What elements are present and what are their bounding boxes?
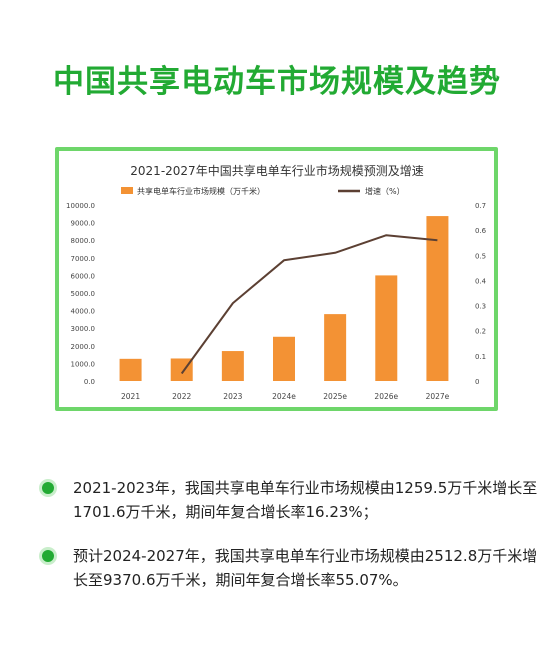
left-axis-tick-label: 9000.0 [71,220,96,228]
right-axis-tick-label: 0.3 [475,303,486,311]
left-axis-tick-label: 3000.0 [71,325,96,333]
legend-label-line: 增速（%） [365,186,405,196]
growth-line [180,234,438,375]
bar [221,351,244,381]
right-axis-tick-label: 0.6 [475,227,487,235]
bar [170,358,193,381]
left-axis-tick-label: 6000.0 [71,272,96,280]
right-axis-tick-label: 0.2 [475,328,486,336]
summary-text: 预计2024-2027年，我国共享电单车行业市场规模由2512.8万千米增长至9… [73,547,538,589]
left-axis-tick-label: 4000.0 [71,308,96,316]
bar [426,216,449,381]
left-axis-tick-label: 5000.0 [71,290,96,298]
left-axis-tick-label: 10000.0 [66,202,95,210]
right-axis-tick-label: 0 [475,378,479,386]
left-axis-tick-label: 1000.0 [71,360,96,368]
bar [119,358,142,381]
page-title: 中国共享电动车市场规模及趋势 [53,64,501,100]
category-tick-label: 2022 [172,392,191,401]
bullet-dot-icon [42,550,54,562]
bar [273,336,295,381]
category-tick-label: 2025e [323,392,347,401]
summary-text: 2021-2023年，我国共享电单车行业市场规模由1259.5万千米增长至170… [73,479,538,521]
summary-item: 2021-2023年，我国共享电单车行业市场规模由1259.5万千米增长至170… [38,476,538,524]
category-tick-label: 2026e [374,392,398,401]
legend-label-bar: 共享电单车行业市场规模（万千米） [137,186,265,196]
category-tick-label: 2021 [121,392,140,401]
left-axis-tick-label: 2000.0 [71,343,96,351]
left-axis-tick-label: 7000.0 [71,255,96,263]
right-axis-tick-label: 0.1 [475,353,486,361]
market-size-chart: 2021-2027年中国共享电单车行业市场规模预测及增速共享电单车行业市场规模（… [66,163,487,401]
chart-frame: 2021-2027年中国共享电单车行业市场规模预测及增速共享电单车行业市场规模（… [55,147,498,411]
summary-item: 预计2024-2027年，我国共享电单车行业市场规模由2512.8万千米增长至9… [38,544,538,592]
legend-swatch-bar [121,187,133,194]
chart-title: 2021-2027年中国共享电单车行业市场规模预测及增速 [130,163,423,178]
category-tick-label: 2024e [272,392,296,401]
category-tick-label: 2023 [223,392,242,401]
bar [375,275,398,381]
bar [324,314,347,381]
left-axis-tick-label: 8000.0 [71,237,96,245]
left-axis-tick-label: 0.0 [84,378,95,386]
right-axis-tick-label: 0.7 [475,202,486,210]
right-axis-tick-label: 0.5 [475,252,486,260]
bullet-dot-icon [42,482,54,494]
category-tick-label: 2027e [426,392,450,401]
summary-list: 2021-2023年，我国共享电单车行业市场规模由1259.5万千米增长至170… [38,476,538,612]
right-axis-tick-label: 0.4 [475,277,487,285]
